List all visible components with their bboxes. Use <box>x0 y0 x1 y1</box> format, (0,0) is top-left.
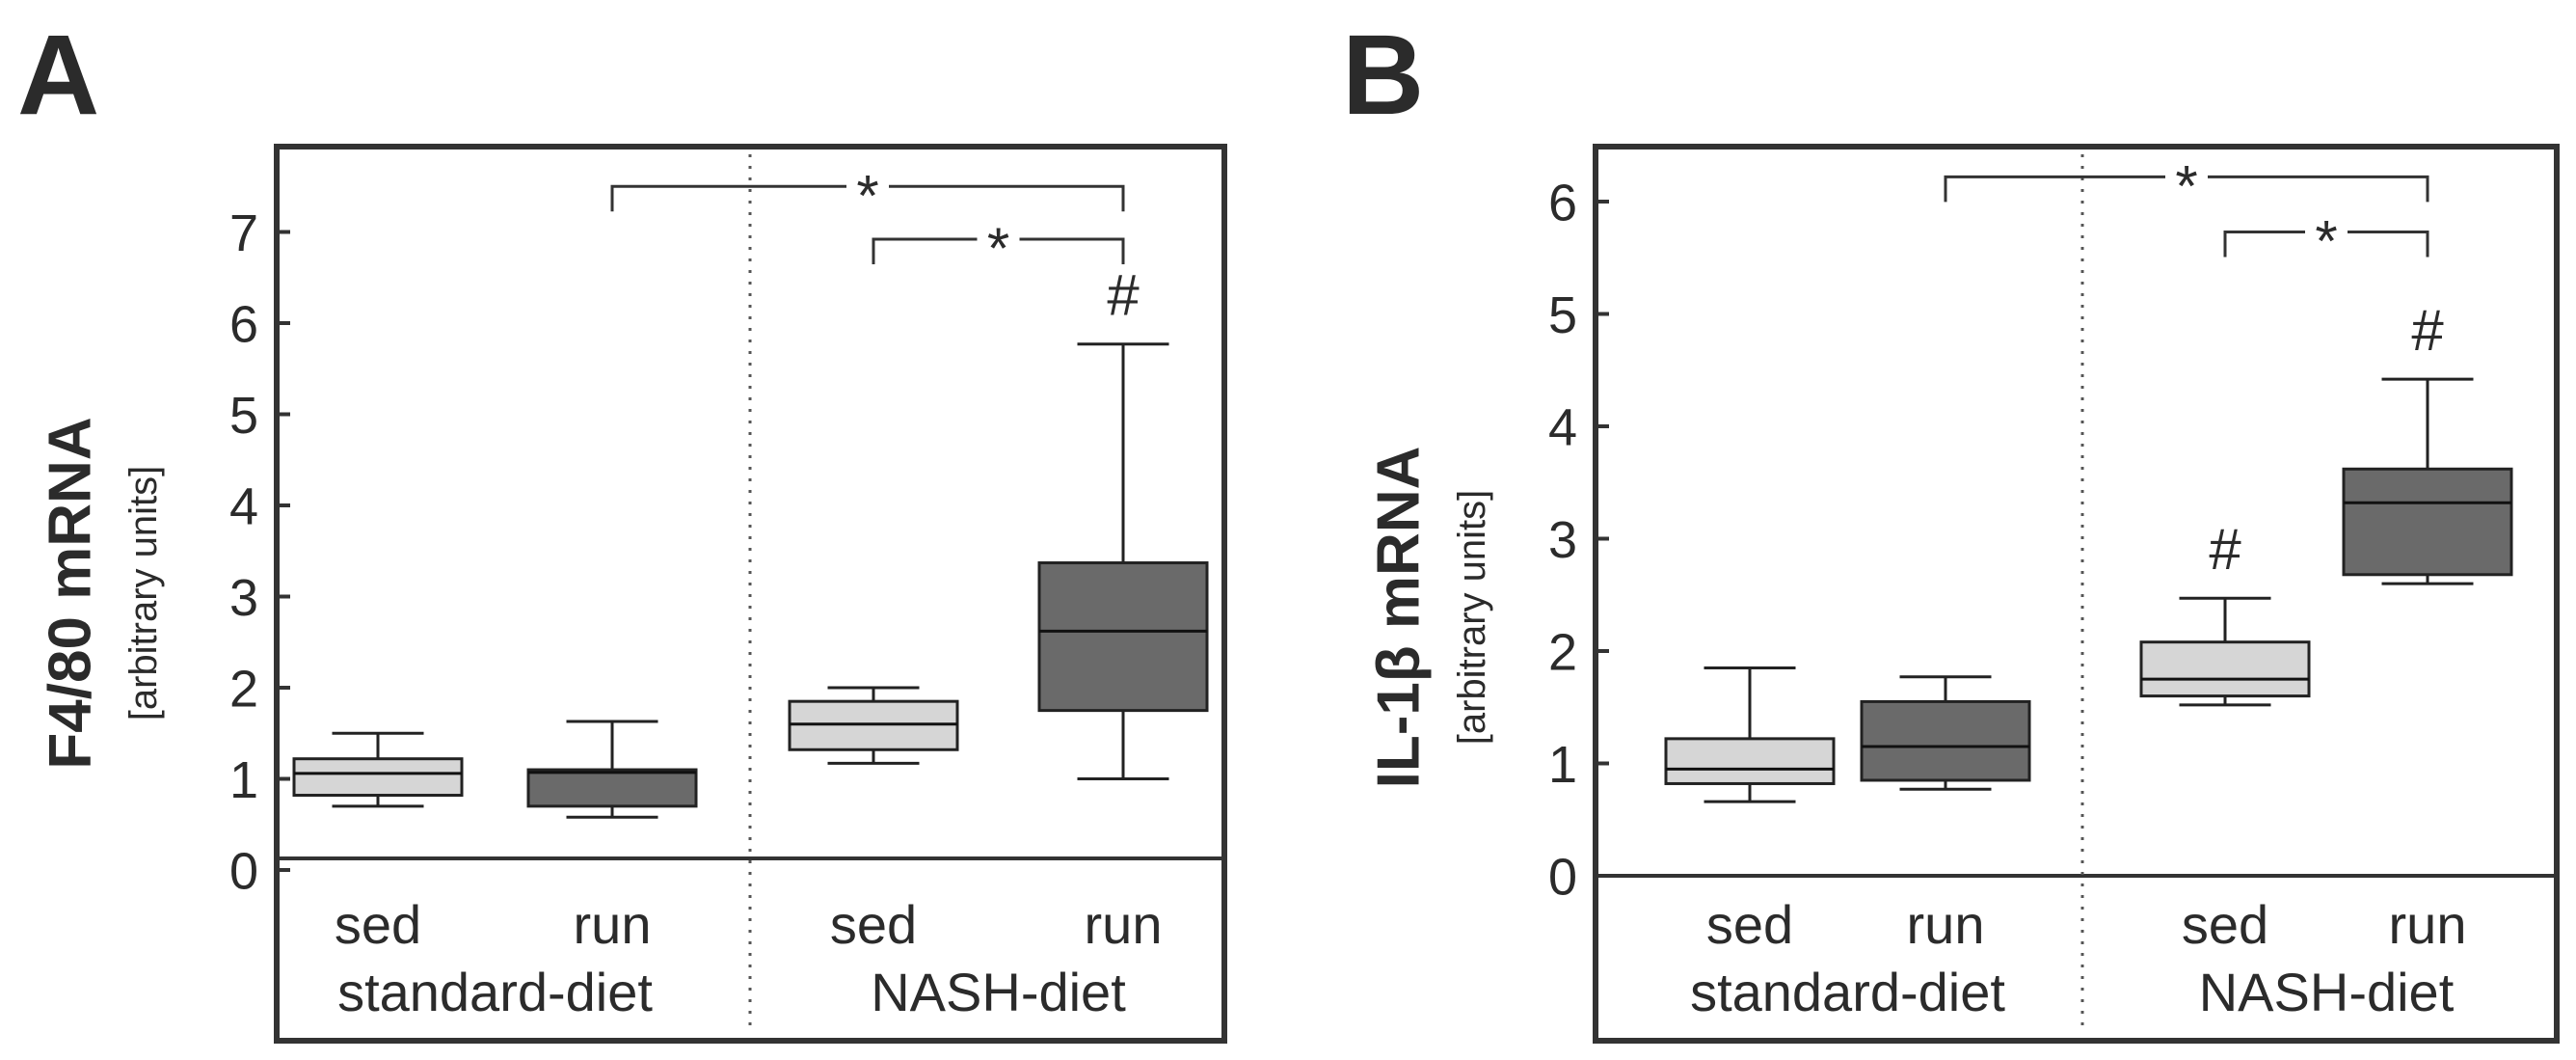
group-label: NASH-diet <box>2199 962 2455 1022</box>
category-label: sed <box>335 894 421 955</box>
y-tick-label: 2 <box>229 660 258 718</box>
category-label: run <box>1085 894 1163 955</box>
box-4: # <box>2342 298 2513 585</box>
group-label: standard-diet <box>1690 962 2005 1022</box>
box-iqr <box>292 757 464 798</box>
y-tick-label: 0 <box>229 842 258 900</box>
box-3 <box>788 686 959 765</box>
y-tick-label: 3 <box>229 569 258 627</box>
panel-b: B IL-1β mRNA [arbitrary units] 0 1 2 3 4 5 6 sed ru… <box>1342 12 2560 1044</box>
y-tick-label: 4 <box>229 477 258 535</box>
group-label: NASH-diet <box>871 962 1126 1022</box>
y-tick-label: 5 <box>229 387 258 445</box>
y-tick-label: 6 <box>229 295 258 353</box>
box-iqr <box>526 768 698 808</box>
category-label: run <box>2389 894 2467 955</box>
box-iqr <box>1664 737 1836 785</box>
group-label: standard-diet <box>337 962 653 1022</box>
y-tick-label: 1 <box>229 751 258 809</box>
box-iqr <box>2139 640 2311 698</box>
bracket-left <box>2223 230 2305 258</box>
y-tick-label: 2 <box>1548 623 1577 681</box>
y-tick-label: 7 <box>229 204 258 262</box>
bracket-right <box>1019 237 1125 265</box>
bracket-right <box>2208 175 2429 203</box>
panel-letter: B <box>1342 12 1424 139</box>
box-1 <box>1664 666 1836 803</box>
category-label: run <box>574 894 652 955</box>
y-tick-label: 4 <box>1548 398 1577 456</box>
bracket-left <box>1944 175 2165 203</box>
y-tick-label: 0 <box>1548 848 1577 906</box>
significance-hash: # <box>2209 517 2241 582</box>
significance-hash: # <box>2411 298 2444 363</box>
significance-star: * <box>856 163 878 228</box>
box-2 <box>526 720 698 819</box>
category-label: sed <box>830 894 917 955</box>
box-2 <box>1860 675 2031 791</box>
category-label: run <box>1907 894 1985 955</box>
y-tick-label: 6 <box>1548 174 1577 231</box>
y-axis-label: IL-1β mRNA <box>1366 447 1433 789</box>
y-tick-label: 5 <box>1548 286 1577 344</box>
plot-frame <box>1593 144 2560 1044</box>
significance-bracket: * <box>2223 208 2429 273</box>
y-tick-label: 3 <box>1548 511 1577 569</box>
bracket-left <box>872 237 978 265</box>
significance-bracket: * <box>1944 153 2429 218</box>
significance-bracket: * <box>610 163 1125 228</box>
box-3: # <box>2139 517 2311 707</box>
y-axis-label: F4/80 mRNA <box>38 417 104 769</box>
bracket-right <box>889 184 1125 212</box>
panel-a: A F4/80 mRNA [arbitrary units] 0 1 2 3 4 5 6 7 sed r… <box>17 12 1227 1044</box>
box-iqr <box>1860 699 2031 782</box>
significance-hash: # <box>1107 263 1140 328</box>
panel-letter: A <box>17 12 99 139</box>
significance-star: * <box>987 216 1009 281</box>
box-4: # <box>1037 263 1209 780</box>
y-axis-sublabel: [arbitrary units] <box>122 466 165 721</box>
box-iqr <box>2342 467 2513 577</box>
significance-star: * <box>2315 208 2337 273</box>
bracket-right <box>2348 230 2429 258</box>
bracket-left <box>610 184 846 212</box>
y-axis-sublabel: [arbitrary units] <box>1451 490 1493 746</box>
category-label: sed <box>1706 894 1793 955</box>
significance-star: * <box>2175 153 2197 218</box>
plot-frame <box>274 144 1227 1044</box>
significance-bracket: * <box>872 216 1125 281</box>
box-iqr <box>1037 561 1209 713</box>
category-label: sed <box>2182 894 2268 955</box>
y-tick-label: 1 <box>1548 736 1577 794</box>
box-1 <box>292 731 464 808</box>
